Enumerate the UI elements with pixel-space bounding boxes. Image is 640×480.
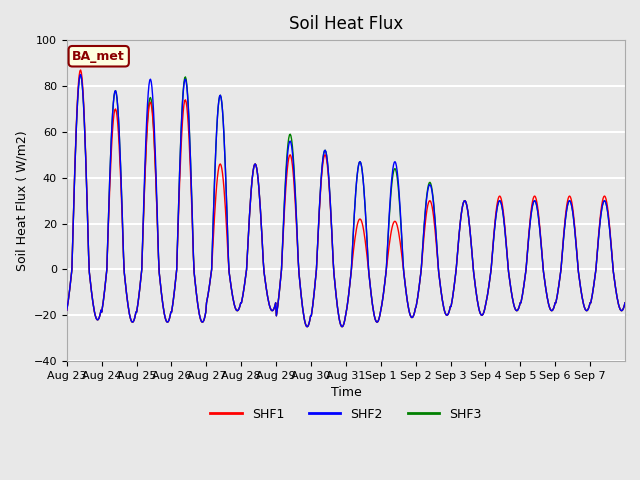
- Line: SHF1: SHF1: [67, 70, 625, 327]
- X-axis label: Time: Time: [330, 386, 361, 399]
- SHF3: [436, 281, 444, 287]
- Line: SHF3: SHF3: [67, 74, 625, 327]
- SHF2: [259, 259, 267, 264]
- SHF1: [405, 307, 413, 312]
- SHF2: [303, 324, 311, 330]
- Y-axis label: Soil Heat Flux ( W/m2): Soil Heat Flux ( W/m2): [15, 130, 28, 271]
- SHF3: [232, 306, 239, 312]
- SHF2: [280, 202, 288, 207]
- SHF2: [232, 306, 239, 312]
- Title: Soil Heat Flux: Soil Heat Flux: [289, 15, 403, 33]
- SHF3: [621, 300, 629, 306]
- SHF3: [129, 319, 137, 325]
- SHF1: [303, 324, 311, 330]
- SHF3: [405, 307, 413, 312]
- SHF2: [63, 307, 70, 313]
- SHF2: [77, 72, 84, 77]
- Legend: SHF1, SHF2, SHF3: SHF1, SHF2, SHF3: [205, 403, 486, 425]
- SHF2: [436, 281, 444, 287]
- SHF1: [129, 319, 137, 325]
- SHF1: [63, 307, 70, 313]
- Text: BA_met: BA_met: [72, 50, 125, 63]
- Line: SHF2: SHF2: [67, 74, 625, 327]
- SHF2: [129, 319, 137, 325]
- SHF1: [436, 281, 444, 287]
- SHF1: [621, 300, 629, 306]
- SHF1: [259, 259, 267, 264]
- SHF2: [405, 307, 413, 312]
- SHF3: [77, 72, 84, 77]
- SHF3: [259, 259, 267, 264]
- SHF3: [303, 324, 311, 330]
- SHF3: [63, 307, 70, 313]
- SHF2: [621, 300, 629, 306]
- SHF3: [280, 198, 288, 204]
- SHF1: [232, 306, 239, 312]
- SHF1: [77, 67, 84, 73]
- SHF1: [280, 209, 288, 215]
